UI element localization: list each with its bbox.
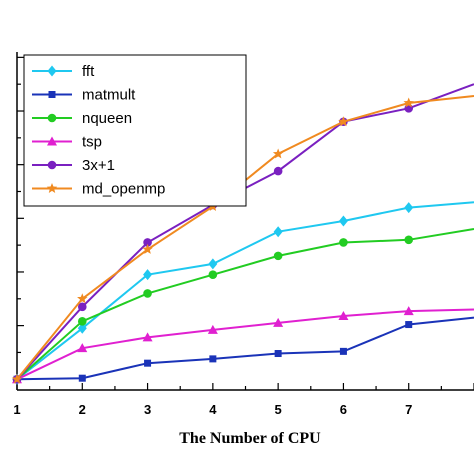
data-point-matmult [405,321,413,329]
data-point-tsp [403,306,414,316]
data-point-matmult [78,374,86,382]
legend-marker-matmult [48,91,56,98]
series-line-tsp [16,308,474,381]
legend-label-nqueen: nqueen [82,110,132,127]
data-point-nqueen [404,235,414,245]
data-point-fft [143,269,153,281]
x-tick-label: 1 [13,402,20,417]
data-point-3x-1 [143,238,152,247]
data-point-matmult [274,350,282,358]
legend-marker-nqueen [47,113,57,123]
axes: 1 2 3 4 5 6 7 [13,52,474,417]
x-axis-label: The Number of CPU [179,430,321,447]
data-point-fft [404,202,414,214]
legend-marker-tsp [47,136,57,146]
legend-marker-md-openmp [46,183,58,193]
data-point-3x-1 [77,302,87,312]
legend-label-md-openmp: md_openmp [82,181,165,198]
legend-entry-fft: fft [32,63,95,80]
x-tick-label: 2 [79,402,86,417]
legend: fft matmult nqueen tsp 3x+1 md_openmp [23,54,247,207]
series-line-fft [16,201,474,381]
data-point-nqueen [339,238,348,247]
data-point-3x-1 [273,166,283,176]
data-point-fft [77,322,87,334]
legend-box [23,54,247,207]
legend-label-tsp: tsp [82,134,102,151]
data-point-nqueen [77,317,87,326]
x-tick-label: 6 [340,402,347,417]
data-point-fft [338,215,348,227]
data-point-md-openmp [77,293,88,304]
data-point-nqueen [208,270,218,279]
legend-label-matmult: matmult [82,87,136,104]
data-point-fft [208,258,218,270]
legend-marker-3x-1 [47,160,57,170]
data-point-md-openmp [403,97,414,108]
data-point-md-openmp [142,243,153,254]
data-point-nqueen [143,289,152,298]
legend-label-fft: fft [82,63,95,80]
data-point-matmult [144,359,152,367]
legend-entry-nqueen: nqueen [32,110,132,127]
data-point-tsp [142,332,153,342]
data-point-matmult [209,355,217,363]
data-point-tsp [338,310,349,320]
x-tick-label: 5 [275,402,282,417]
legend-entry-3x-1: 3x+1 [32,157,115,174]
data-point-fft [273,226,283,238]
data-point-tsp [273,317,284,327]
x-tick-label: 3 [144,402,151,417]
x-tick-label: 7 [405,402,412,417]
data-point-tsp [207,324,218,334]
legend-entry-matmult: matmult [32,87,136,104]
data-point-md-openmp [338,116,349,127]
legend-entry-md-openmp: md_openmp [32,181,165,198]
data-point-matmult [339,347,347,355]
x-tick-label: 4 [209,402,217,417]
data-point-md-openmp [11,373,23,384]
data-point-tsp [77,343,88,353]
data-point-nqueen [273,251,283,261]
series-line-nqueen [16,228,474,381]
legend-entry-tsp: tsp [32,134,102,151]
legend-label-3x-1: 3x+1 [82,157,115,174]
data-point-md-openmp [272,148,284,159]
legend-marker-fft [47,65,57,77]
series-line-matmult [16,316,474,381]
